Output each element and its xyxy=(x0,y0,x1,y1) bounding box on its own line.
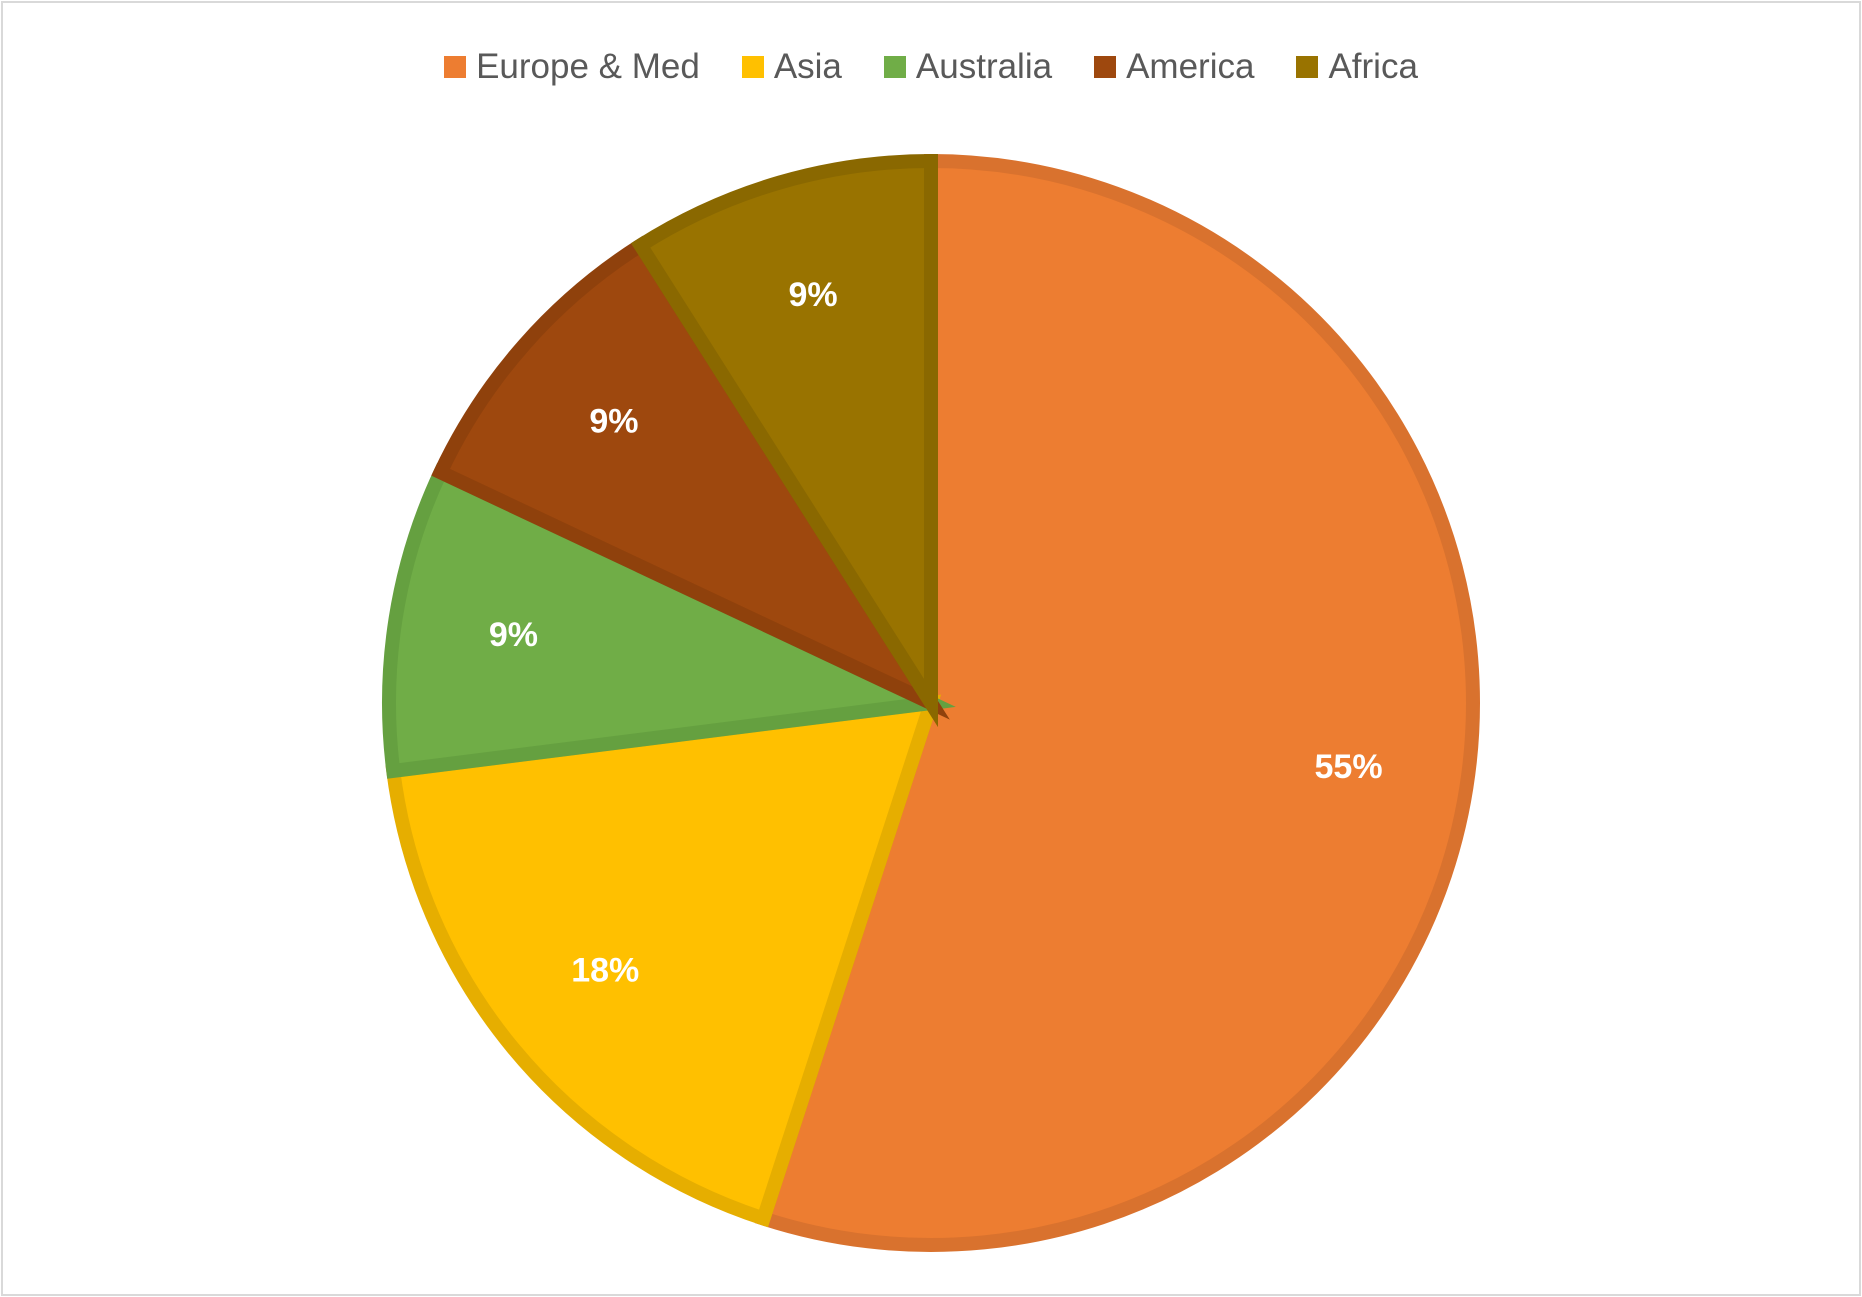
legend-label-europe-med: Europe & Med xyxy=(476,47,700,86)
pie-slice-africa xyxy=(630,153,938,728)
legend-swatch-australia xyxy=(883,56,906,78)
legend-label-africa: Africa xyxy=(1328,47,1418,86)
legend-item-america: America xyxy=(1094,47,1254,87)
data-label-europe-med: 55% xyxy=(1315,748,1383,786)
data-label-australia: 9% xyxy=(489,616,538,654)
pie-slice-america xyxy=(431,235,950,720)
legend-item-australia: Australia xyxy=(883,47,1053,87)
pie-slice-asia xyxy=(385,694,942,1228)
legend-item-europe-med: Europe & Med xyxy=(444,47,700,87)
legend-label-america: America xyxy=(1126,47,1255,86)
legend-item-africa: Africa xyxy=(1296,47,1418,87)
legend-label-asia: Asia xyxy=(773,47,842,86)
pie-slice-europe-med xyxy=(754,153,1481,1252)
legend: Europe & Med Asia Australia America Afri… xyxy=(3,47,1859,87)
pie-slice-australia xyxy=(382,462,956,779)
legend-label-australia: Australia xyxy=(915,47,1053,86)
legend-swatch-africa xyxy=(1296,56,1319,78)
data-label-america: 9% xyxy=(589,402,638,440)
legend-swatch-europe-med xyxy=(444,56,467,78)
legend-item-asia: Asia xyxy=(741,47,842,87)
data-label-asia: 18% xyxy=(571,951,639,989)
legend-swatch-america xyxy=(1094,56,1117,78)
legend-swatch-asia xyxy=(741,56,764,78)
pie-chart: 55% 18% 9% 9% 9% xyxy=(382,153,1481,1252)
data-label-africa: 9% xyxy=(788,276,837,314)
